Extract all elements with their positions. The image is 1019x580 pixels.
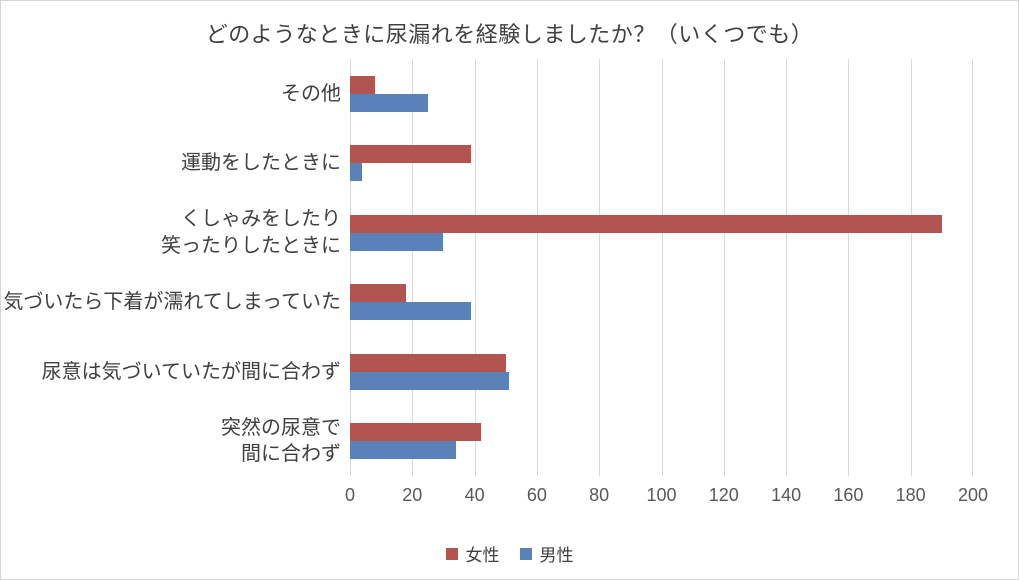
bar-女性-5 (350, 423, 481, 442)
bar-男性-5 (350, 441, 456, 460)
x-tick-label: 100 (646, 485, 677, 505)
x-tick-label: 180 (895, 485, 926, 505)
plot-area (350, 59, 973, 476)
bar-rows (350, 59, 973, 476)
bar-男性-0 (350, 93, 428, 112)
x-tick-label: 200 (957, 485, 989, 505)
category-row (350, 129, 973, 199)
category-label: くしゃみをしたり 笑ったりしたときに (161, 208, 341, 257)
x-tick-label: 120 (708, 485, 739, 505)
bar-男性-1 (350, 163, 363, 182)
legend-item: 女性 (445, 541, 500, 566)
bar-男性-2 (350, 232, 444, 251)
bar-女性-0 (350, 75, 375, 94)
x-tick-label: 60 (526, 485, 547, 505)
category-axis: その他運動をしたときにくしゃみをしたり 笑ったりしたときに気づいたら下着が濡れて… (1, 59, 350, 476)
gridline (412, 59, 414, 476)
x-axis: 0 20 40 60 80 100 120 140 160 180 200 (345, 476, 988, 510)
legend-swatch (445, 547, 458, 560)
plot-outer: 0 20 40 60 80 100 120 140 160 180 200 (345, 59, 988, 505)
bar-女性-3 (350, 284, 407, 303)
category-row (350, 337, 973, 407)
bar-女性-4 (350, 353, 506, 372)
gridline (848, 59, 850, 476)
x-tick-label: 20 (402, 485, 423, 505)
gridline (599, 59, 601, 476)
bar-女性-1 (350, 145, 472, 164)
legend-item: 男性 (519, 541, 574, 566)
legend-swatch (519, 547, 532, 560)
x-tick-label: 80 (589, 485, 610, 505)
chart-body: その他運動をしたときにくしゃみをしたり 笑ったりしたときに気づいたら下着が濡れて… (1, 59, 1018, 505)
category-row (350, 407, 973, 477)
bar-男性-4 (350, 371, 509, 390)
x-tick-label: 0 (344, 485, 356, 505)
category-label: 気づいたら下着が濡れてしまっていた (3, 291, 341, 314)
gridline (536, 59, 538, 476)
chart-title: どのようなときに尿漏れを経験しましたか？（いくつでも） (205, 22, 814, 47)
category-row (350, 268, 973, 338)
gridline (474, 59, 476, 476)
x-tick-label: 140 (771, 485, 802, 505)
category-label: 運動をしたときに (181, 152, 341, 175)
category-row (350, 198, 973, 268)
legend: 女性 男性 (1, 541, 1018, 566)
category-label: 尿意は気づいていたが間に合わず (41, 360, 341, 383)
legend-label: 男性 (539, 546, 574, 565)
gridline (786, 59, 788, 476)
gridline (972, 59, 973, 476)
bar-女性-2 (350, 214, 942, 233)
x-tick-label: 160 (833, 485, 864, 505)
gridline (910, 59, 912, 476)
category-row (350, 59, 973, 129)
gridline (350, 59, 351, 476)
category-label: その他 (281, 82, 341, 105)
x-tick-label: 40 (464, 485, 485, 505)
bar-男性-3 (350, 302, 472, 321)
legend-label: 女性 (465, 546, 500, 565)
gridline (723, 59, 725, 476)
gridline (661, 59, 663, 476)
category-label: 突然の尿意で 間に合わず (221, 416, 341, 466)
